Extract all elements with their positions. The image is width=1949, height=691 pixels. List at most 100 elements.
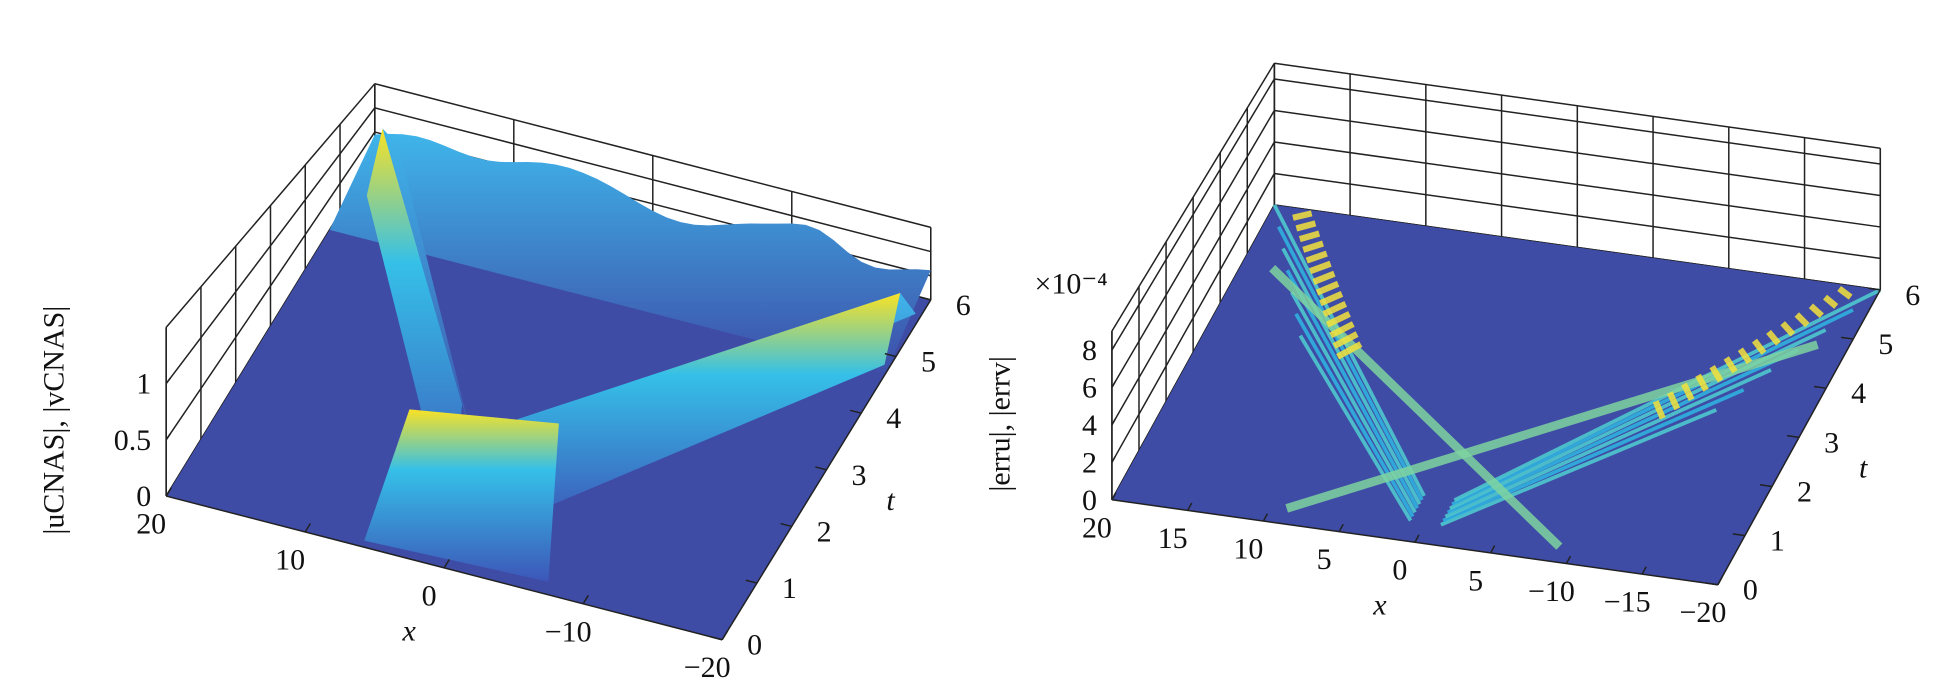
- z-tick-label: 8: [1082, 334, 1097, 367]
- y-tick: [780, 522, 792, 528]
- x-tick: [721, 630, 728, 641]
- z-tick: [165, 377, 171, 385]
- x-tick: [1489, 545, 1496, 554]
- y-tick-label: 2: [817, 515, 832, 548]
- x-tick-label: −15: [1604, 586, 1651, 619]
- grid-line: [374, 107, 931, 253]
- box-edge: [374, 82, 931, 229]
- axis-multiplier: ×10⁻⁴: [1034, 268, 1107, 301]
- y-tick: [1786, 434, 1800, 439]
- z-tick: [1111, 344, 1116, 351]
- x-tick-label: −10: [545, 615, 592, 648]
- y-tick-label: 6: [1905, 279, 1920, 312]
- grid-line: [165, 107, 376, 385]
- y-tick: [745, 579, 758, 584]
- y-tick-label: 3: [1824, 426, 1839, 459]
- surface-band: [1332, 331, 1359, 349]
- z-tick-label: 0: [1082, 484, 1097, 517]
- surface-band: [1298, 334, 1413, 522]
- grid-line: [1111, 110, 1275, 388]
- surface-band: [1285, 340, 1819, 513]
- x-tick-label: −20: [1679, 596, 1726, 629]
- surface-band: [1336, 341, 1363, 360]
- surface-band: [1312, 270, 1336, 285]
- surface-band: [1794, 312, 1810, 328]
- z-axis-label: |uCNAS|, |vCNAS|: [38, 306, 71, 535]
- z-tick: [165, 488, 171, 497]
- surface-band: [1751, 338, 1767, 355]
- surface-band: [1325, 311, 1351, 328]
- y-tick-label: 0: [1743, 574, 1758, 607]
- grid-line: [1274, 172, 1881, 260]
- surface-band: [1681, 382, 1695, 401]
- y-tick: [849, 409, 862, 414]
- y-tick: [1705, 582, 1718, 586]
- y-axis-label: t: [1859, 451, 1868, 484]
- surface-band: [1446, 348, 1800, 515]
- x-tick-label: 0: [1392, 554, 1407, 587]
- surface-band: [1309, 260, 1332, 275]
- surface-bump: [364, 409, 559, 582]
- z-tick-label: 6: [1082, 371, 1097, 404]
- z-tick-label: 0.5: [114, 424, 151, 457]
- y-tick: [1868, 287, 1881, 291]
- surface-band: [1277, 225, 1424, 501]
- grid-line: [165, 131, 376, 441]
- x-tick: [582, 594, 589, 605]
- x-tick: [1414, 534, 1420, 543]
- surface-rim: [329, 133, 931, 374]
- surface-ridge: [502, 293, 901, 526]
- surface-band: [1315, 280, 1340, 296]
- surface-band: [1319, 290, 1344, 307]
- x-tick-label: 10: [275, 543, 305, 576]
- z-tick: [165, 433, 171, 441]
- z-tick: [1111, 418, 1116, 426]
- grid-line: [1274, 109, 1881, 197]
- z-tick-label: 4: [1082, 409, 1097, 442]
- x-tick: [304, 523, 312, 533]
- x-tick-label: 20: [1082, 511, 1112, 544]
- z-tick: [1111, 456, 1116, 463]
- y-tick: [1840, 336, 1854, 340]
- z-tick-label: 1: [136, 368, 151, 401]
- x-axis-label: x: [1372, 589, 1387, 622]
- x-tick: [1641, 566, 1647, 575]
- y-tick: [919, 296, 931, 301]
- z-axis-label: |erru|, |errv|: [983, 356, 1016, 491]
- surface-band: [1666, 391, 1681, 411]
- surface-band: [1295, 220, 1317, 232]
- y-tick-label: 4: [1851, 377, 1866, 410]
- x-tick: [1565, 555, 1572, 564]
- surface-band: [1766, 329, 1781, 346]
- grid-line: [1274, 78, 1881, 165]
- surface-band: [1808, 303, 1824, 319]
- x-axis-label: x: [402, 614, 417, 647]
- surface-band: [1709, 365, 1724, 383]
- y-tick-label: 4: [886, 402, 901, 435]
- y-tick: [1813, 385, 1827, 389]
- y-tick-label: 5: [1878, 328, 1893, 361]
- x-tick-label: 5: [1317, 543, 1332, 576]
- y-tick: [884, 352, 897, 358]
- surface-band: [1281, 247, 1422, 505]
- surface-band: [1298, 230, 1321, 243]
- y-tick-label: 1: [1770, 525, 1785, 558]
- surface-band: [1440, 408, 1718, 527]
- axis-line: [165, 495, 723, 641]
- z-tick-label: 2: [1082, 446, 1097, 479]
- grid-line: [1111, 173, 1275, 463]
- y-axis-label: t: [886, 484, 895, 517]
- x-tick-label: −20: [684, 651, 731, 684]
- surface-band: [1322, 301, 1348, 317]
- x-tick-label: 5: [1468, 564, 1483, 597]
- grid-line: [1111, 141, 1275, 426]
- x-tick-label: 20: [136, 508, 166, 541]
- surface-band: [1294, 312, 1415, 518]
- x-tick: [1187, 502, 1193, 511]
- surface-band: [1695, 373, 1709, 392]
- x-tick-label: 15: [1158, 522, 1188, 555]
- surface-band: [1823, 294, 1839, 309]
- grid-line: [1111, 78, 1275, 351]
- z-tick-label: 0: [136, 480, 151, 513]
